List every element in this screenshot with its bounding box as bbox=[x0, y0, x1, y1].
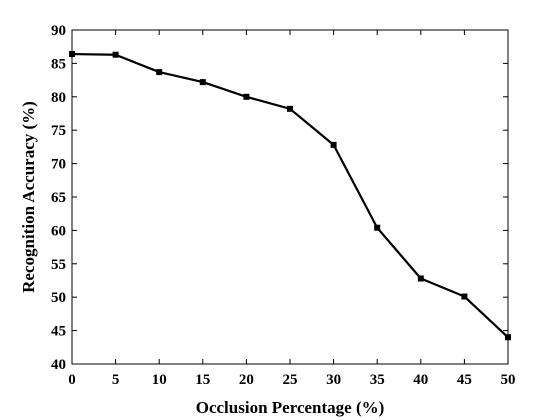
series-layer bbox=[69, 51, 511, 341]
x-tick-label: 20 bbox=[239, 372, 254, 388]
x-tick-label: 35 bbox=[370, 372, 385, 388]
y-tick-label: 45 bbox=[51, 324, 66, 340]
y-tick-label: 65 bbox=[51, 190, 66, 206]
y-tick-label: 40 bbox=[51, 357, 66, 373]
data-point bbox=[69, 51, 75, 58]
y-tick-label: 90 bbox=[51, 23, 66, 39]
data-point bbox=[199, 79, 206, 86]
x-tick-label: 25 bbox=[283, 372, 298, 388]
x-tick-label: 45 bbox=[457, 372, 472, 388]
data-point bbox=[243, 93, 250, 100]
series-line bbox=[71, 52, 509, 339]
x-tick-label: 50 bbox=[501, 372, 516, 388]
y-axis-label: Recognition Accuracy (%) bbox=[19, 101, 38, 293]
plot-frame bbox=[71, 29, 509, 365]
x-tick-label: 10 bbox=[152, 372, 167, 388]
x-axis-ticks: 0 5 10 15 20 25 30 35 40 45 50 bbox=[68, 30, 516, 388]
data-point bbox=[417, 275, 424, 282]
data-point bbox=[461, 293, 468, 300]
data-point bbox=[287, 105, 293, 112]
x-tick-label: 5 bbox=[112, 372, 120, 388]
y-tick-label: 85 bbox=[51, 56, 66, 72]
x-tick-label: 40 bbox=[413, 372, 428, 388]
x-tick-label: 30 bbox=[326, 372, 341, 388]
x-tick-label: 0 bbox=[68, 372, 76, 388]
x-axis-label: Occlusion Percentage (%) bbox=[196, 398, 385, 417]
y-tick-label: 60 bbox=[51, 223, 66, 239]
data-point bbox=[156, 69, 163, 76]
data-point bbox=[112, 51, 119, 58]
data-point bbox=[505, 334, 511, 341]
x-tick-label: 15 bbox=[195, 372, 210, 388]
y-tick-label: 70 bbox=[51, 157, 66, 173]
y-tick-label: 80 bbox=[51, 90, 66, 106]
y-axis-ticks: 40 45 50 55 60 65 70 75 80 85 90 bbox=[51, 23, 508, 373]
y-tick-label: 55 bbox=[51, 257, 66, 273]
data-point bbox=[330, 141, 337, 148]
y-tick-label: 75 bbox=[51, 123, 66, 139]
data-point bbox=[374, 224, 381, 231]
y-tick-label: 50 bbox=[51, 290, 66, 306]
